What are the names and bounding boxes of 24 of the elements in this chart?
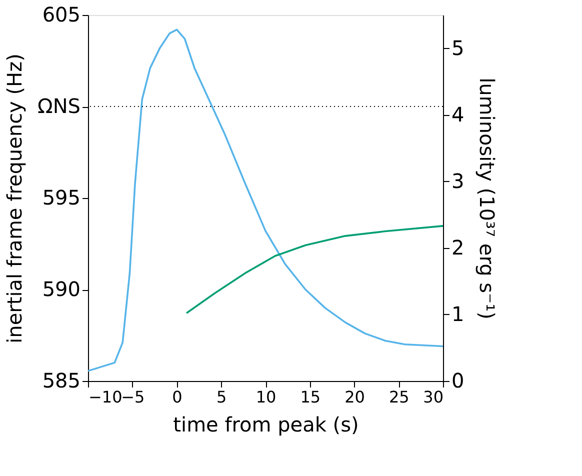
y2-tick-label: 2 bbox=[452, 235, 464, 260]
y-tick-label: 605 bbox=[42, 2, 80, 26]
y2-tick-label: 1 bbox=[452, 302, 464, 326]
line-series bbox=[87, 28, 444, 372]
y2-tick-label: 3 bbox=[452, 168, 464, 193]
y-tick-label: ΩNS bbox=[38, 94, 80, 118]
y2-tick-label: 4 bbox=[452, 102, 464, 126]
x-tick-label: 15 bbox=[300, 388, 321, 406]
x-tick-label: −5 bbox=[121, 388, 145, 406]
y2-tick-label: 5 bbox=[452, 36, 464, 60]
y-tick-label: 595 bbox=[42, 186, 80, 210]
x-tick-label: 5 bbox=[216, 388, 227, 406]
line-series bbox=[186, 225, 444, 314]
y2-axis-title: luminosity (10³⁷ erg s⁻¹) bbox=[475, 78, 500, 320]
x-tick-label: 0 bbox=[172, 388, 182, 406]
x-tick-label: −10 bbox=[88, 388, 122, 406]
x-tick-label: 20 bbox=[344, 388, 365, 406]
x-tick-label: 25 bbox=[388, 388, 410, 406]
y-axis-title: inertial frame frequency (Hz) bbox=[2, 54, 27, 344]
x-tick-label: 30 bbox=[423, 388, 444, 406]
x-axis-title: time from peak (s) bbox=[173, 412, 359, 436]
y-tick-label: 590 bbox=[42, 277, 80, 301]
y-tick-label: 585 bbox=[42, 368, 80, 392]
x-tick-label: 10 bbox=[256, 388, 276, 406]
